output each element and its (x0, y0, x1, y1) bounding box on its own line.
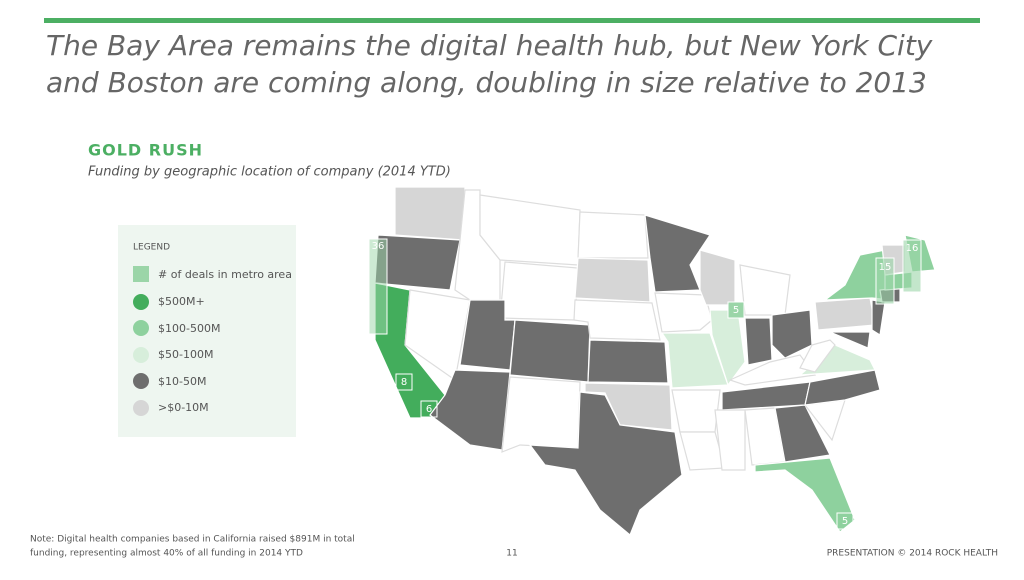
state (577, 211, 649, 259)
state (714, 409, 746, 471)
markers: 36 8 6 5 15 16 5 (368, 238, 922, 530)
legend-swatch (133, 320, 149, 336)
legend-swatch (133, 266, 149, 282)
legend-swatch (133, 400, 149, 416)
state (654, 292, 713, 333)
page-number: 11 (506, 549, 517, 559)
deal-marker: 36 (368, 238, 388, 335)
state (804, 369, 881, 406)
state (479, 194, 581, 266)
state (829, 331, 871, 349)
state (699, 249, 736, 306)
legend-swatch (133, 347, 149, 363)
deal-marker: 15 (875, 257, 895, 305)
state (429, 369, 511, 451)
state (814, 297, 876, 331)
legend: LEGEND # of deals in metro area $500M+ $… (118, 225, 296, 437)
state (501, 376, 581, 453)
state (799, 339, 836, 373)
legend-label: >$0-10M (158, 401, 209, 414)
marker-label: 5 (733, 305, 739, 316)
deal-marker: 5 (727, 301, 745, 319)
state (499, 261, 579, 321)
state (528, 391, 683, 536)
deal-marker: 16 (902, 239, 922, 293)
marker-box (836, 512, 854, 530)
us-map (374, 186, 936, 536)
marker-box (902, 239, 922, 293)
legend-label: # of deals in metro area (158, 268, 292, 281)
legend-swatch (133, 373, 149, 389)
state (771, 309, 813, 359)
state (394, 186, 466, 241)
title: The Bay Area remains the digital health … (46, 29, 933, 62)
legend-label: $10-50M (158, 375, 206, 388)
section-subtitle: Funding by geographic location of compan… (88, 165, 451, 180)
state (587, 339, 669, 384)
state (509, 319, 591, 383)
marker-label: 6 (426, 404, 432, 415)
footnote: Note: Digital health companies based in … (30, 535, 355, 545)
marker-label: 15 (879, 262, 892, 273)
state (744, 317, 773, 366)
state (871, 299, 886, 336)
deal-marker: 5 (836, 512, 854, 530)
state (671, 389, 721, 433)
marker-box (368, 238, 388, 335)
marker-label: 5 (842, 516, 848, 527)
state (573, 299, 661, 341)
credit: PRESENTATION © 2014 ROCK HEALTH (827, 549, 998, 559)
marker-label: 36 (372, 241, 385, 252)
state (754, 457, 856, 533)
legend-label: $50-100M (158, 348, 213, 361)
deal-marker: 6 (420, 400, 438, 418)
state (574, 257, 651, 303)
marker-box (875, 257, 895, 305)
state (774, 404, 831, 463)
state (374, 234, 461, 291)
section-heading: GOLD RUSH (88, 141, 203, 160)
footnote: funding, representing almost 40% of all … (30, 549, 303, 559)
marker-label: 8 (401, 377, 407, 388)
state (660, 332, 729, 389)
marker-box (395, 373, 413, 391)
marker-box (727, 301, 745, 319)
marker-label: 16 (906, 243, 919, 254)
legend-label: $100-500M (158, 322, 220, 335)
title: and Boston are coming along, doubling in… (46, 66, 927, 99)
marker-box (420, 400, 438, 418)
deal-marker: 8 (395, 373, 413, 391)
legend-swatch (133, 294, 149, 310)
legend-label: $500M+ (158, 295, 205, 308)
top-bar (44, 18, 980, 23)
state (739, 264, 791, 316)
legend-title: LEGEND (133, 243, 170, 253)
